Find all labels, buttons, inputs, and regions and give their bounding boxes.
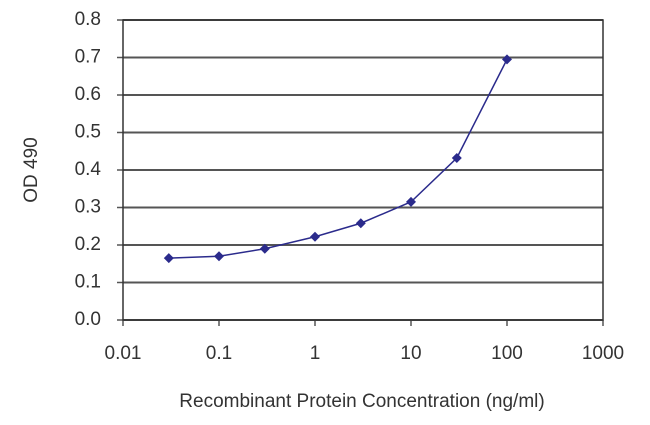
marker [259, 243, 270, 254]
y-tick-label: 0.0 [75, 309, 101, 330]
marker [355, 218, 366, 229]
x-tick-label: 1000 [582, 343, 624, 364]
y-axis-label: OD 490 [21, 137, 42, 202]
x-tick-label: 0.01 [105, 343, 142, 364]
y-tick-label: 0.6 [75, 84, 101, 105]
series-line [168, 59, 508, 259]
marker [214, 251, 224, 262]
y-tick-label: 0.3 [75, 197, 101, 218]
x-tick-label: 10 [400, 343, 421, 364]
marker [163, 253, 174, 264]
y-tick-label: 0.2 [75, 234, 101, 255]
y-tick-label: 0.7 [75, 47, 101, 68]
marker [451, 153, 462, 163]
marker [406, 196, 416, 207]
x-tick-label: 100 [491, 343, 523, 364]
marker [502, 54, 512, 65]
y-tick-label: 0.8 [75, 9, 101, 30]
y-tick-label: 0.4 [75, 159, 102, 180]
x-axis-label: Recombinant Protein Concentration (ng/ml… [179, 391, 544, 412]
plot-border [122, 19, 604, 321]
x-tick-label: 1 [310, 343, 321, 364]
marker [310, 231, 320, 242]
y-tick-label: 0.1 [75, 272, 101, 293]
y-tick-label: 0.5 [75, 122, 101, 143]
x-tick-label: 0.1 [206, 343, 232, 364]
